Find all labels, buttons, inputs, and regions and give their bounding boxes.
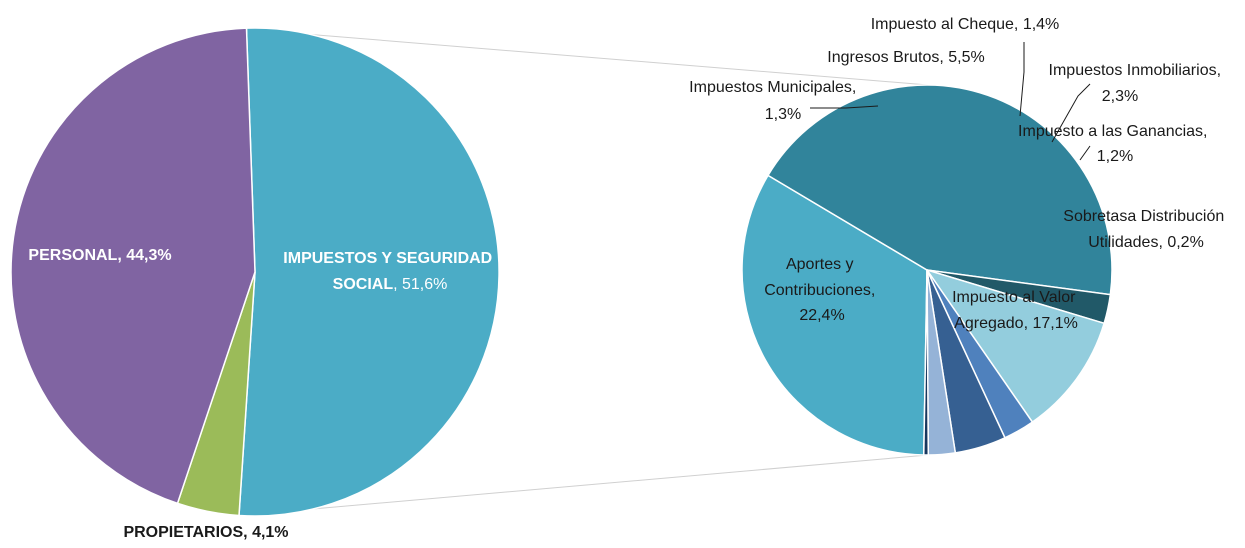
connector-line-bottom [243,454,929,516]
leader-line-cheque [1019,42,1025,117]
label-impuestos-inmobiliarios: Impuestos Inmobiliarios, 2,3% [1049,62,1226,105]
label-impuesto-ganancias: Impuesto a las Ganancias, 1,2% [1018,123,1212,165]
leader-lines [810,42,1091,161]
label-impuesto-cheque: Impuesto al Cheque, 1,4% [871,16,1060,33]
pie-slice-personal [10,27,256,505]
pie-slice-impuestos-y-seguridad-social [238,27,500,517]
label-ingresos-brutos: Ingresos Brutos, 5,5% [827,49,984,66]
label-impuestos-line1: IMPUESTOS Y SEGURIDAD [283,250,492,267]
leader-line-ganancias [1079,145,1091,161]
label-personal: PERSONAL, 44,3% [28,247,171,264]
connector-line-top [243,28,929,86]
main-pie [10,27,500,517]
label-propietarios: PROPIETARIOS, 4,1% [123,524,288,541]
label-aportes-contribuciones: Aportes y Contribuciones, 22,4% [764,256,880,324]
detail-pie [741,84,1113,456]
pie-slice-impuesto-al-valor-agregado [741,174,928,456]
label-iva: Impuesto al Valor Agregado, 17,1% [952,289,1080,332]
label-impuestos-municipales: Impuestos Municipales, 1,3% [689,79,861,123]
label-sobretasa: Sobretasa Distribución Utilidades, 0,2% [1063,208,1228,251]
label-impuestos-value: , 51,6% [393,276,447,293]
pie-slice-ingresos-brutos [925,268,1106,424]
label-impuestos-line2: SOCIAL [333,276,394,293]
pie-slice-aportes-y-contribuciones [767,84,1113,296]
leader-line-municipales [810,105,879,109]
pie-slice-sobretasa-distribucion-utilidades [923,269,930,456]
label-impuestos-seguridad-social: IMPUESTOS Y SEGURIDAD SOCIAL, 51,6% [283,250,496,293]
leader-line-inmobiliarios [1051,83,1091,143]
